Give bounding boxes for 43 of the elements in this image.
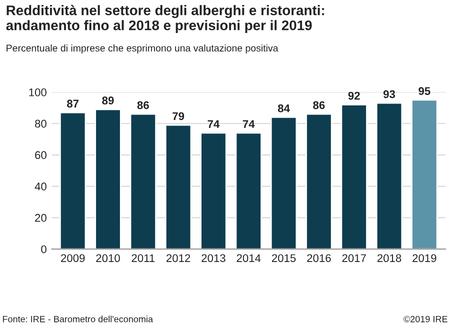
chart-subtitle: Percentuale di imprese che esprimono una valutazione positiva [6, 44, 278, 54]
x-tick-label: 2015 [272, 254, 296, 262]
y-tick-label: 100 [29, 88, 46, 96]
x-tick-label: 2017 [342, 254, 366, 262]
y-tick-label: 20 [35, 214, 46, 222]
bar [130, 113, 157, 250]
data-label: 86 [137, 101, 149, 110]
bar [411, 99, 438, 250]
x-tick-label: 2014 [236, 254, 261, 262]
data-label: 79 [172, 112, 184, 120]
bar [376, 102, 403, 250]
data-label: 87 [67, 100, 79, 108]
y-tick-label: 40 [34, 182, 46, 190]
bar [59, 112, 86, 250]
y-tick-label: 60 [35, 151, 46, 160]
data-label: 86 [313, 101, 325, 110]
y-tick-label: 80 [35, 120, 46, 128]
source-note: Fonte: IRE - Barometro dell'economia [2, 316, 153, 322]
bar [306, 113, 332, 250]
x-tick-label: 2012 [166, 254, 190, 262]
x-tick-label: 2009 [61, 254, 85, 262]
x-tick-label: 2013 [202, 254, 226, 262]
x-tick-label: 2018 [377, 254, 402, 262]
y-tick-label: 0 [41, 245, 46, 254]
bar [94, 108, 122, 250]
x-tick-label: 2016 [307, 254, 331, 262]
data-label: 84 [278, 104, 290, 112]
bar [235, 132, 262, 250]
text: ©2019 IRE [404, 316, 448, 322]
chart-title: Redditività nel settore degli alberghi e ristoranti: andamento fino al 2018 e previsioni per il 2019 [6, 4, 324, 34]
x-tick-label: 2019 [412, 254, 436, 262]
data-label: 93 [383, 90, 396, 98]
bar [340, 104, 368, 250]
x-tick-label: 2010 [96, 254, 120, 262]
data-label: 95 [418, 87, 430, 95]
x-tick-label: 2011 [132, 254, 155, 262]
data-label: 74 [208, 120, 220, 128]
data-label: 89 [102, 96, 114, 104]
data-label: 92 [348, 92, 360, 100]
bar [200, 132, 227, 250]
bar [164, 124, 192, 250]
data-label: 74 [242, 120, 255, 128]
bar [270, 116, 298, 250]
